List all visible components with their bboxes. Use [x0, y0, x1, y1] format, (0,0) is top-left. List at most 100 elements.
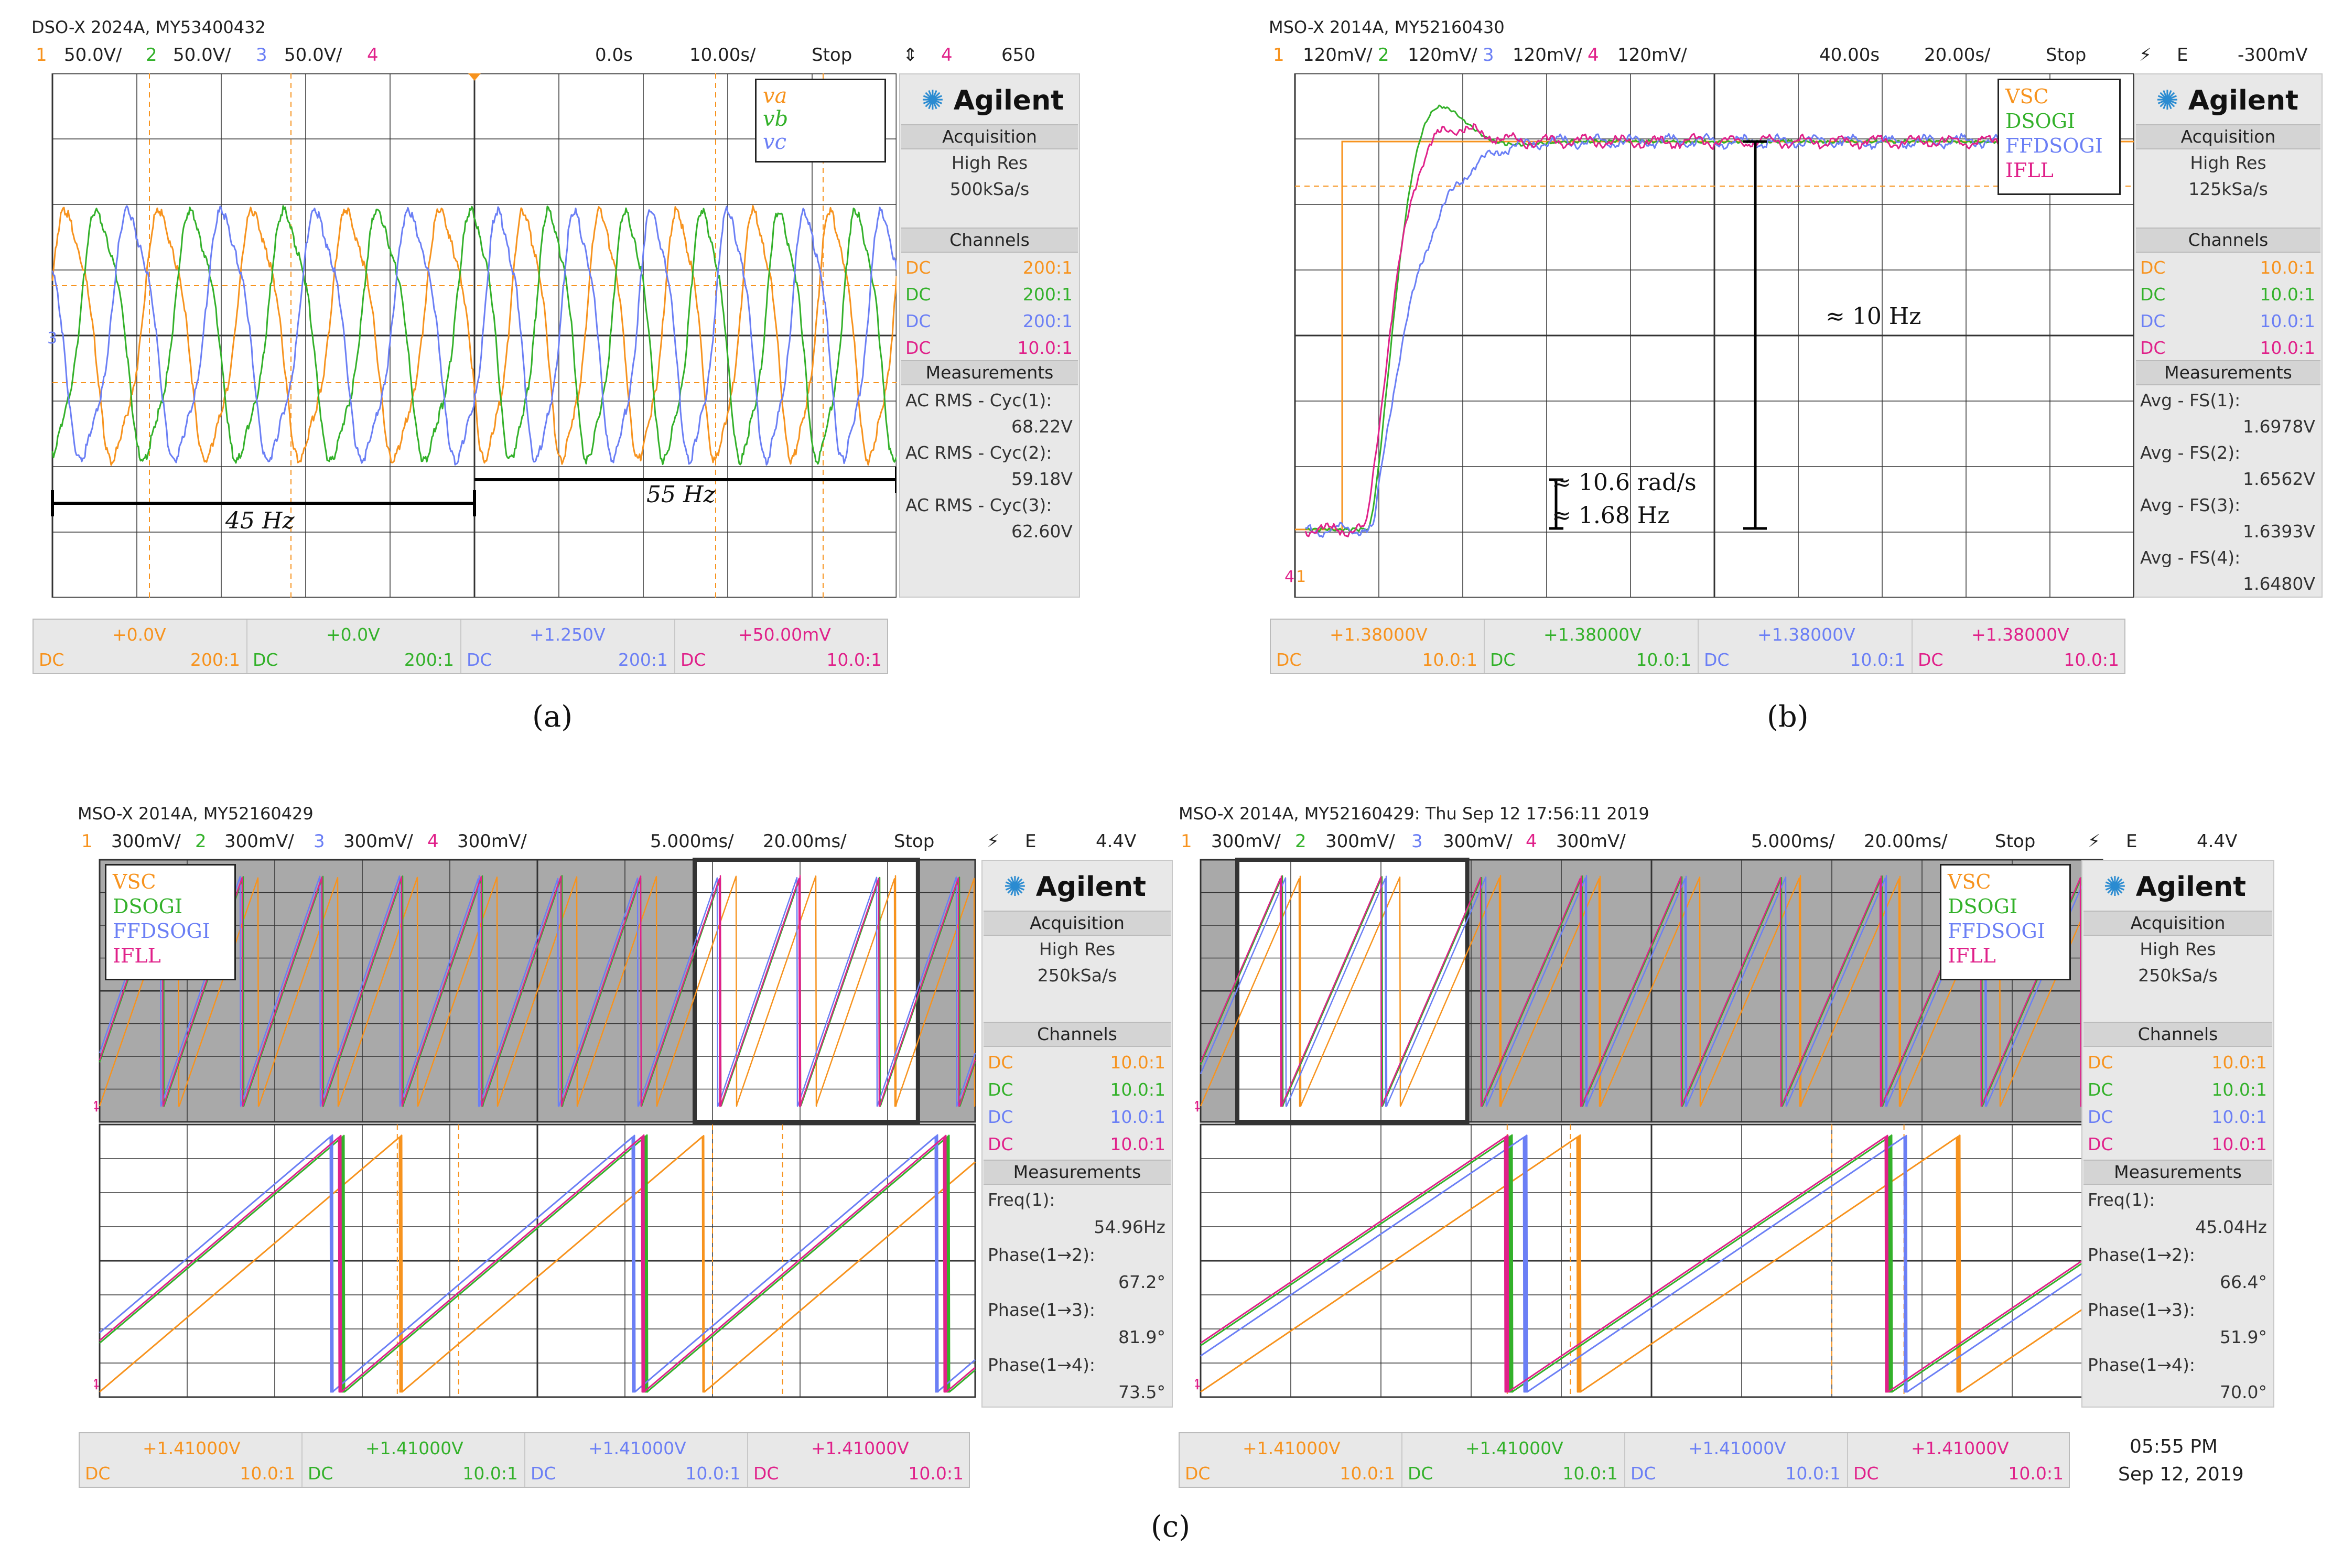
bottom-channel-cell[interactable]: +1.38000V DC 10.0:1 [1913, 620, 2125, 673]
ch3-scale[interactable]: 300mV/ [343, 831, 413, 852]
channels-header[interactable]: Channels [2136, 228, 2320, 253]
channels-header[interactable]: Channels [984, 1022, 1171, 1047]
ch2-scale[interactable]: 120mV/ [1408, 45, 1477, 66]
run-status[interactable]: Stop [1995, 831, 2036, 852]
channel-coupling: DC [2088, 1107, 2113, 1127]
ch2-scale[interactable]: 50.0V/ [173, 45, 231, 66]
ch2-scale[interactable]: 300mV/ [224, 831, 294, 852]
ch3-number[interactable]: 3 [1411, 831, 1423, 852]
channels-header[interactable]: Channels [2083, 1022, 2272, 1047]
bottom-channel-cell[interactable]: +1.41000V DC 10.0:1 [1848, 1433, 2070, 1487]
measurements-header[interactable]: Measurements [2136, 360, 2320, 385]
acquisition-header[interactable]: Acquisition [901, 124, 1078, 149]
ch1-number[interactable]: 1 [36, 45, 47, 66]
time-scale[interactable]: 10.00s/ [689, 45, 756, 66]
bottom-channel-cell[interactable]: +1.41000V DC 10.0:1 [303, 1433, 525, 1487]
channels-header[interactable]: Channels [901, 228, 1078, 253]
measurement-value: 51.9° [2220, 1327, 2267, 1347]
acquisition-header[interactable]: Acquisition [984, 911, 1171, 936]
ch1-scale[interactable]: 50.0V/ [64, 45, 122, 66]
measurements-header[interactable]: Measurements [2083, 1160, 2272, 1185]
acquisition-header[interactable]: Acquisition [2136, 124, 2320, 149]
ch1-number[interactable]: 1 [81, 831, 93, 852]
ch4-marker-bottom: 4 [1195, 1376, 1201, 1393]
ch4-number[interactable]: 4 [1588, 45, 1599, 66]
ch4-scale[interactable]: 300mV/ [1556, 831, 1626, 852]
trigger-level[interactable]: 4.4V [1096, 831, 1137, 852]
ch1-number[interactable]: 1 [1273, 45, 1284, 66]
run-status[interactable]: Stop [2046, 45, 2087, 66]
measurement-label: Phase(1→3): [988, 1300, 1096, 1320]
ch2-number[interactable]: 2 [1378, 45, 1389, 66]
time-scale[interactable]: 20.00s/ [1924, 45, 1991, 66]
ch1-scale[interactable]: 300mV/ [1211, 831, 1281, 852]
trigger-mode[interactable]: E [2126, 831, 2137, 852]
bottom-channel-cell[interactable]: +1.41000V DC 10.0:1 [1402, 1433, 1625, 1487]
ch3-scale[interactable]: 300mV/ [1443, 831, 1513, 852]
caption-c: (c) [1151, 1510, 1191, 1544]
bottom-channel-cell[interactable]: +1.250V DC 200:1 [461, 620, 675, 673]
ch1-scale[interactable]: 300mV/ [111, 831, 181, 852]
ch2-number[interactable]: 2 [195, 831, 207, 852]
bottom-channel-cell[interactable]: +0.0V DC 200:1 [34, 620, 247, 673]
measurements-header[interactable]: Measurements [901, 360, 1078, 385]
ch1-number[interactable]: 1 [1181, 831, 1192, 852]
bottom-channel-cell[interactable]: +50.00mV DC 10.0:1 [675, 620, 888, 673]
run-status[interactable]: Stop [894, 831, 935, 852]
ch2-scale[interactable]: 300mV/ [1325, 831, 1395, 852]
ch4-number[interactable]: 4 [427, 831, 439, 852]
ch1-scale[interactable]: 120mV/ [1303, 45, 1373, 66]
bottom-channel-cell[interactable]: +1.38000V DC 10.0:1 [1699, 620, 1913, 673]
trigger-level[interactable]: -300mV [2238, 45, 2308, 66]
ch4-number[interactable]: 4 [1526, 831, 1537, 852]
ch4-marker-bottom: 4 [94, 1376, 100, 1393]
trigger-mode[interactable]: E [2177, 45, 2188, 66]
trigger-mode[interactable]: E [1025, 831, 1037, 852]
trigger-level[interactable]: 4.4V [2197, 831, 2238, 852]
ch3-number[interactable]: 3 [256, 45, 267, 66]
trigger-level[interactable]: 650 [1001, 45, 1035, 66]
acq-rate: 250kSa/s [1037, 965, 1117, 986]
measurement-label: Avg - FS(4): [2140, 547, 2241, 568]
acquisition-header[interactable]: Acquisition [2083, 911, 2272, 936]
ch3-ground-marker: 3 [47, 329, 57, 348]
channel-offset: +50.00mV [738, 624, 831, 645]
agilent-spark-icon: ✺ [2156, 85, 2179, 116]
measurements-header[interactable]: Measurements [984, 1160, 1171, 1185]
bottom-channel-cell[interactable]: +0.0V DC 200:1 [247, 620, 461, 673]
ch4-number[interactable]: 4 [367, 45, 379, 66]
dsogi-trace-zoom [1200, 1134, 2103, 1393]
time-position[interactable]: 5.000ms/ [650, 831, 734, 852]
waveform-display-c-left[interactable]: 44 [94, 857, 980, 1402]
channel-probe: 10.0:1 [1110, 1107, 1165, 1127]
time-scale[interactable]: 20.00ms/ [1864, 831, 1948, 852]
bottom-channel-cell[interactable]: +1.41000V DC 10.0:1 [1625, 1433, 1848, 1487]
bottom-channel-cell[interactable]: +1.41000V DC 10.0:1 [1180, 1433, 1402, 1487]
time-scale[interactable]: 20.00ms/ [763, 831, 847, 852]
run-status[interactable]: Stop [812, 45, 852, 66]
trigger-channel[interactable]: 4 [941, 45, 953, 66]
time-position[interactable]: 5.000ms/ [1751, 831, 1835, 852]
time-position[interactable]: 0.0s [595, 45, 633, 66]
bottom-channel-cell[interactable]: +1.41000V DC 10.0:1 [525, 1433, 748, 1487]
ch3-scale[interactable]: 120mV/ [1513, 45, 1582, 66]
ch3-number[interactable]: 3 [314, 831, 325, 852]
scope-panel-a: DSO-X 2024A, MY53400432 1 50.0V/ 2 50.0V… [0, 0, 1101, 744]
ch4-scale[interactable]: 120mV/ [1617, 45, 1687, 66]
ch4-scale[interactable]: 300mV/ [457, 831, 527, 852]
clock-date: Sep 12, 2019 [2118, 1464, 2244, 1485]
bottom-channel-cell[interactable]: +1.41000V DC 10.0:1 [80, 1433, 303, 1487]
bottom-channel-bar: +0.0V DC 200:1 +0.0V DC 200:1 +1.250V DC… [33, 619, 888, 674]
bottom-channel-cell[interactable]: +1.41000V DC 10.0:1 [748, 1433, 970, 1487]
ch3-scale[interactable]: 50.0V/ [284, 45, 342, 66]
bottom-channel-cell[interactable]: +1.38000V DC 10.0:1 [1485, 620, 1699, 673]
time-position[interactable]: 40.00s [1819, 45, 1880, 66]
channel-coupling: DC [2140, 311, 2166, 331]
legend-item: DSOGI [1948, 895, 2018, 918]
ch2-number[interactable]: 2 [146, 45, 157, 66]
ch3-number[interactable]: 3 [1483, 45, 1494, 66]
channel-offset: +0.0V [112, 624, 166, 645]
ch2-number[interactable]: 2 [1295, 831, 1307, 852]
bottom-channel-cell[interactable]: +1.38000V DC 10.0:1 [1271, 620, 1485, 673]
